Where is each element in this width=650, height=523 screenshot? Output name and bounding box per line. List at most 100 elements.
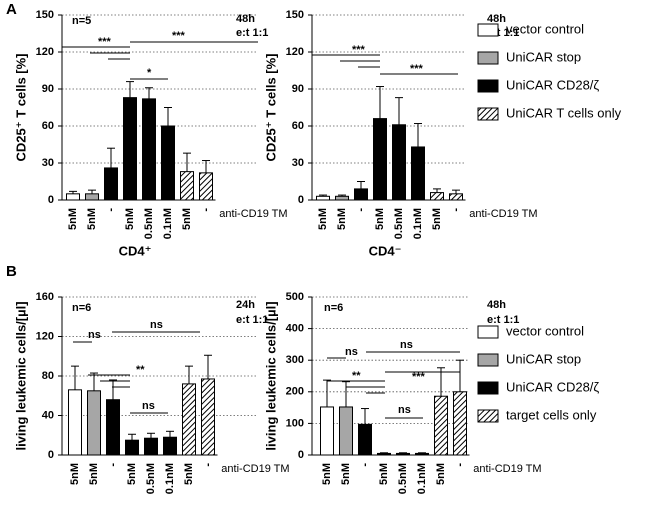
x-note: anti-CD19 TM — [219, 208, 287, 220]
legend-label: UniCAR CD28/ζ — [506, 379, 599, 394]
significance: *** — [352, 44, 366, 56]
bar — [373, 118, 387, 201]
annotation: n=6 — [72, 302, 91, 314]
legend-label: target cells only — [506, 407, 597, 422]
y-tick-label: 0 — [298, 449, 304, 461]
legend-swatch — [477, 409, 499, 423]
legend-swatch — [477, 107, 499, 121]
x-tick-label: 5nM — [317, 208, 329, 230]
significance: ns — [400, 339, 413, 351]
annotations: n=6 24h e:t 1:1 ns ns ** ns — [72, 299, 268, 414]
significance: ns — [398, 404, 411, 416]
legend-label: UniCAR T cells only — [506, 105, 622, 120]
x-tick-label: 5nM — [88, 463, 100, 485]
y-tick-label: 60 — [42, 120, 54, 132]
legend-swatch — [477, 353, 499, 367]
y-tick-label: 120 — [286, 46, 304, 58]
annotations: n=6 48h e:t 1:1 ns ns ** *** ns — [324, 299, 519, 419]
bar — [182, 383, 196, 456]
x-tick-label: - — [200, 208, 212, 212]
bar — [199, 172, 213, 201]
bar — [358, 423, 372, 456]
x-tick-label: - — [202, 463, 214, 467]
significance: * — [147, 67, 152, 79]
y-tick-label: 300 — [286, 354, 304, 366]
legend-label: UniCAR stop — [506, 351, 581, 366]
legend-swatch — [477, 23, 499, 37]
x-tick-label: - — [105, 208, 117, 212]
significance: *** — [172, 30, 186, 42]
y-tick-label: 120 — [36, 46, 54, 58]
annotations: 48h e:t 1:1 *** *** — [312, 13, 519, 75]
bar — [354, 188, 368, 201]
significance: ** — [136, 364, 145, 376]
y-axis-title: living leukemic cells/[µl] — [13, 301, 28, 450]
bar — [163, 436, 177, 456]
x-tick-label: 0.5nM — [393, 208, 405, 239]
bar — [453, 391, 467, 456]
y-tick-label: 40 — [42, 409, 54, 421]
significance: *** — [98, 36, 112, 48]
legend-label: vector control — [506, 323, 584, 338]
y-tick-label: 500 — [286, 291, 304, 303]
x-tick-label: 5nM — [378, 463, 390, 485]
x-tick-label: 5nM — [435, 463, 447, 485]
x-tick-label: 0.1nM — [412, 208, 424, 239]
x-tick-label: 5nM — [126, 463, 138, 485]
bar — [180, 171, 194, 201]
legend-swatch — [477, 51, 499, 65]
legend-swatch — [477, 325, 499, 339]
bar — [411, 146, 425, 201]
y-tick-label: 90 — [42, 83, 54, 95]
bar — [339, 406, 353, 456]
x-tick-label: - — [107, 463, 119, 467]
x-tick-label: 5nM — [124, 208, 136, 230]
y-tick-label: 400 — [286, 323, 304, 335]
y-tick-label: 0 — [298, 194, 304, 206]
x-tick-label: 5nM — [181, 208, 193, 230]
y-tick-label: 90 — [292, 83, 304, 95]
legend-swatch — [477, 79, 499, 93]
significance: ** — [352, 370, 361, 382]
x-tick-label: - — [450, 208, 462, 212]
y-tick-label: 30 — [42, 157, 54, 169]
legend-label: vector control — [506, 21, 584, 36]
y-tick-label: 0 — [48, 194, 54, 206]
bar — [106, 399, 120, 456]
x-tick-label: 0.5nM — [145, 463, 157, 494]
bar — [161, 125, 175, 201]
y-tick-label: 80 — [42, 370, 54, 382]
x-note: anti-CD19 TM — [473, 463, 541, 475]
y-axis-title: CD25⁺ T cells [%] — [263, 53, 278, 161]
x-note: anti-CD19 TM — [221, 463, 289, 475]
bar — [68, 389, 82, 456]
y-tick-label: 100 — [286, 417, 304, 429]
bar — [144, 437, 158, 456]
x-tick-label: 5nM — [69, 463, 81, 485]
annotation: n=5 — [72, 15, 91, 27]
significance: ns — [88, 329, 101, 341]
significance: ns — [150, 319, 163, 331]
legend-swatch — [477, 381, 499, 395]
y-tick-label: 160 — [36, 291, 54, 303]
y-axis-title: living leukemic cells/[µl] — [263, 301, 278, 450]
bar — [449, 193, 463, 201]
bar-chart: 0 100 200 300 400 500 5nM 5nM - 5nM 0.5nM 0.1nM 5nM -… — [263, 291, 599, 494]
annotation: 48h — [236, 13, 255, 25]
significance: *** — [410, 63, 424, 75]
bar — [87, 390, 101, 456]
x-tick-label: - — [454, 463, 466, 467]
x-tick-label: 0.5nM — [397, 463, 409, 494]
significance: ns — [345, 346, 358, 358]
annotation: e:t 1:1 — [236, 314, 268, 326]
x-tick-label: 0.1nM — [162, 208, 174, 239]
x-tick-label: 5nM — [431, 208, 443, 230]
bar — [66, 193, 80, 201]
bar-chart: 0 30 60 90 120 150 5nM 5nM - 5nM 0.5nM 0.1nM 5nM - ant… — [13, 9, 287, 259]
bar — [316, 195, 330, 201]
annotation: n=6 — [324, 302, 343, 314]
significance: *** — [412, 371, 426, 383]
bar — [123, 97, 137, 201]
y-tick-label: 150 — [36, 9, 54, 21]
